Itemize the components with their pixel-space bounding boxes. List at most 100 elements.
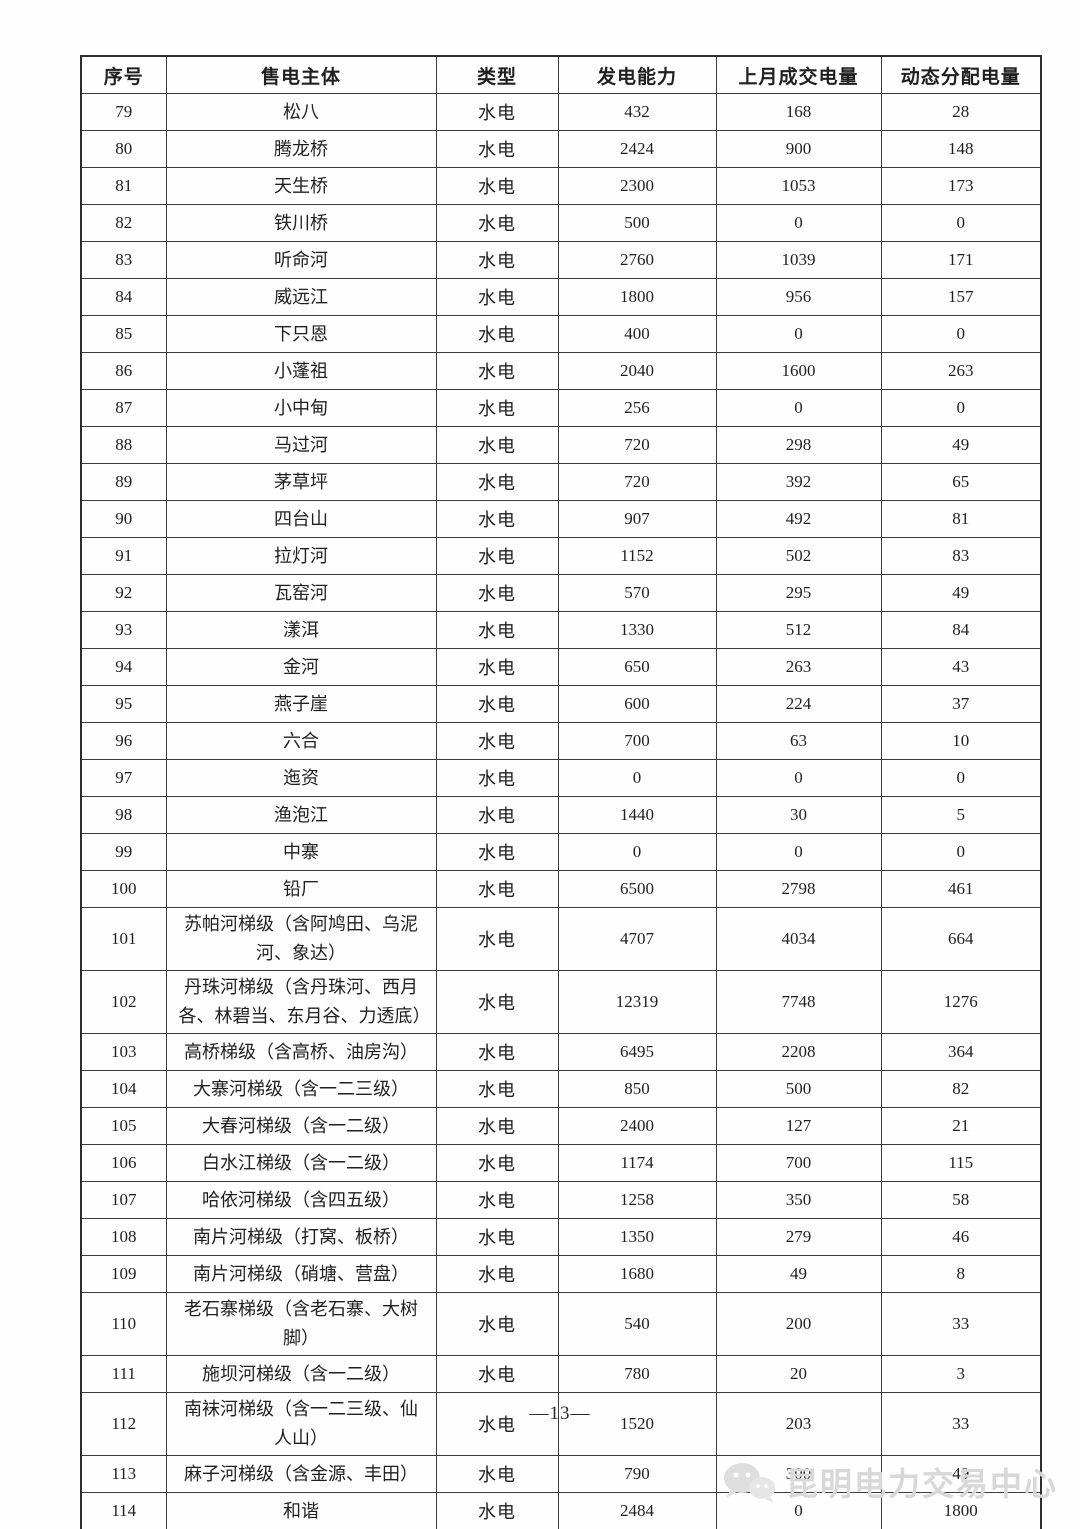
last-month-traded: 0 (715, 389, 882, 427)
type: 水电 (435, 389, 559, 427)
row-index: 102 (80, 970, 167, 1034)
type: 水电 (435, 907, 559, 971)
row-index: 99 (80, 833, 167, 871)
type: 水电 (435, 463, 559, 501)
seller-name: 下只恩 (165, 315, 437, 353)
row-index: 89 (80, 463, 167, 501)
seller-name: 麻子河梯级（含金源、丰田） (165, 1455, 437, 1493)
table-row: 79 松八 水电 432 168 28 (80, 93, 1042, 131)
table-row: 83 听命河 水电 2760 1039 171 (80, 241, 1042, 279)
seller-name: 苏帕河梯级（含阿鸠田、乌泥河、象达） (165, 907, 437, 971)
seller-name: 施坝河梯级（含一二级） (165, 1355, 437, 1393)
table-row: 114 和谐 水电 2484 0 1800 (80, 1492, 1042, 1529)
row-index: 107 (80, 1181, 167, 1219)
last-month-traded: 350 (715, 1181, 882, 1219)
last-month-traded: 30 (715, 796, 882, 834)
row-index: 95 (80, 685, 167, 723)
type: 水电 (435, 1455, 559, 1493)
table-row: 86 小蓬祖 水电 2040 1600 263 (80, 352, 1042, 390)
table-row: 110 老石寨梯级（含老石寨、大树脚） 水电 540 200 33 (80, 1292, 1042, 1356)
last-month-traded: 956 (715, 278, 882, 316)
type: 水电 (435, 1255, 559, 1293)
last-month-traded: 0 (715, 204, 882, 242)
generation-capacity: 720 (557, 426, 717, 464)
seller-name: 大寨河梯级（含一二三级） (165, 1070, 437, 1108)
table-row: 113 麻子河梯级（含金源、丰田） 水电 790 300 49 (80, 1455, 1042, 1493)
table-row: 101 苏帕河梯级（含阿鸠田、乌泥河、象达） 水电 4707 4034 664 (80, 907, 1042, 971)
seller-name: 松八 (165, 93, 437, 131)
last-month-traded: 20 (715, 1355, 882, 1393)
last-month-traded: 700 (715, 1144, 882, 1182)
row-index: 98 (80, 796, 167, 834)
generation-capacity: 2300 (557, 167, 717, 205)
generation-capacity: 1440 (557, 796, 717, 834)
dynamic-allocation: 28 (880, 93, 1042, 131)
table-row: 80 腾龙桥 水电 2424 900 148 (80, 130, 1042, 168)
table-row: 89 茅草坪 水电 720 392 65 (80, 463, 1042, 501)
seller-name: 南片河梯级（打窝、板桥） (165, 1218, 437, 1256)
seller-name: 南袜河梯级（含一二三级、仙人山） (165, 1392, 437, 1456)
table-row: 106 白水江梯级（含一二级） 水电 1174 700 115 (80, 1144, 1042, 1182)
row-index: 88 (80, 426, 167, 464)
seller-name: 漾洱 (165, 611, 437, 649)
last-month-traded: 2798 (715, 870, 882, 908)
seller-name: 哈依河梯级（含四五级） (165, 1181, 437, 1219)
watermark-text: 昆明电力交易中心 (785, 1466, 1058, 1502)
generation-capacity: 500 (557, 204, 717, 242)
generation-capacity: 850 (557, 1070, 717, 1108)
generation-capacity: 1258 (557, 1181, 717, 1219)
generation-capacity: 600 (557, 685, 717, 723)
wechat-icon (720, 1458, 778, 1506)
row-index: 80 (80, 130, 167, 168)
row-index: 86 (80, 352, 167, 390)
row-index: 84 (80, 278, 167, 316)
generation-capacity: 700 (557, 722, 717, 760)
seller-name: 六合 (165, 722, 437, 760)
generation-capacity: 400 (557, 315, 717, 353)
dynamic-allocation: 148 (880, 130, 1042, 168)
row-index: 96 (80, 722, 167, 760)
type: 水电 (435, 1218, 559, 1256)
row-index: 100 (80, 870, 167, 908)
table-row: 103 高桥梯级（含高桥、油房沟） 水电 6495 2208 364 (80, 1033, 1042, 1071)
generation-capacity: 780 (557, 1355, 717, 1393)
header-last-month-traded: 上月成交电量 (715, 55, 882, 94)
seller-name: 小蓬祖 (165, 352, 437, 390)
last-month-traded: 900 (715, 130, 882, 168)
last-month-traded: 224 (715, 685, 882, 723)
header-dynamic-allocation: 动态分配电量 (880, 55, 1042, 94)
type: 水电 (435, 1033, 559, 1071)
generation-capacity: 2760 (557, 241, 717, 279)
table-row: 92 瓦窑河 水电 570 295 49 (80, 574, 1042, 612)
last-month-traded: 203 (715, 1392, 882, 1456)
table-row: 88 马过河 水电 720 298 49 (80, 426, 1042, 464)
type: 水电 (435, 833, 559, 871)
row-index: 94 (80, 648, 167, 686)
type: 水电 (435, 315, 559, 353)
row-index: 105 (80, 1107, 167, 1145)
dynamic-allocation: 82 (880, 1070, 1042, 1108)
dynamic-allocation: 461 (880, 870, 1042, 908)
dynamic-allocation: 83 (880, 537, 1042, 575)
type: 水电 (435, 611, 559, 649)
generation-capacity: 570 (557, 574, 717, 612)
seller-name: 威远江 (165, 278, 437, 316)
generation-capacity: 540 (557, 1292, 717, 1356)
table-row: 84 威远江 水电 1800 956 157 (80, 278, 1042, 316)
seller-name: 老石寨梯级（含老石寨、大树脚） (165, 1292, 437, 1356)
type: 水电 (435, 426, 559, 464)
dynamic-allocation: 33 (880, 1292, 1042, 1356)
row-index: 79 (80, 93, 167, 131)
type: 水电 (435, 970, 559, 1034)
type: 水电 (435, 1292, 559, 1356)
generation-capacity: 1330 (557, 611, 717, 649)
dynamic-allocation: 115 (880, 1144, 1042, 1182)
type: 水电 (435, 1107, 559, 1145)
generation-capacity: 432 (557, 93, 717, 131)
table-row: 112 南袜河梯级（含一二三级、仙人山） 水电 1520 203 33 (80, 1392, 1042, 1456)
type: 水电 (435, 537, 559, 575)
seller-name: 茅草坪 (165, 463, 437, 501)
row-index: 103 (80, 1033, 167, 1071)
table-row: 81 天生桥 水电 2300 1053 173 (80, 167, 1042, 205)
dynamic-allocation: 46 (880, 1218, 1042, 1256)
